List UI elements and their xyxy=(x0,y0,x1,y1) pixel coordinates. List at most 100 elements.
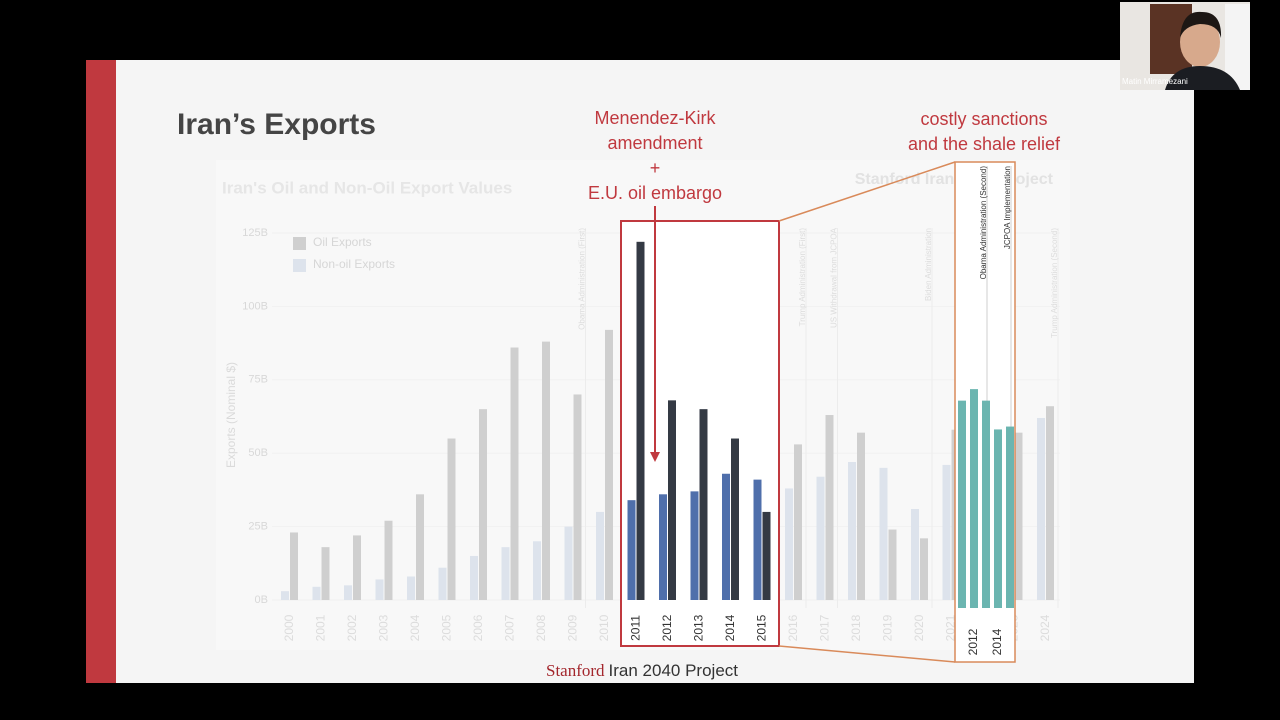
x-tick-label: 2009 xyxy=(566,614,580,641)
x-tick-label: 2024 xyxy=(1038,614,1052,641)
arrow-head xyxy=(650,452,660,462)
video-tile: Matin Mirramezani xyxy=(1120,2,1250,90)
zoom-connector xyxy=(778,161,956,222)
bar xyxy=(312,586,321,600)
legend-label: Oil Exports xyxy=(313,235,372,249)
bar xyxy=(321,547,330,600)
bar xyxy=(911,508,919,600)
bar xyxy=(1037,417,1045,600)
inset-bar xyxy=(1006,426,1014,608)
footer-brand: Stanford xyxy=(546,661,605,680)
event-label: Trump Administration (First) xyxy=(798,228,807,327)
inset-bar xyxy=(982,400,990,608)
y-tick-label: 125B xyxy=(242,227,268,239)
bar xyxy=(699,409,708,600)
bar xyxy=(879,467,888,600)
bar xyxy=(407,576,415,600)
annotation-text: costly sanctions xyxy=(920,109,1047,129)
event-label: US Withdrawal from JCPOA xyxy=(830,227,839,328)
annotations: Menendez-Kirk amendment + E.U. oil embargo c… xyxy=(588,108,1061,462)
x-tick-label: 2002 xyxy=(345,614,359,641)
bar xyxy=(825,415,834,600)
bar xyxy=(447,438,456,600)
bar xyxy=(564,526,573,600)
x-tick-label: 2010 xyxy=(597,614,611,641)
bar xyxy=(542,341,550,600)
event-label: Obama Administration (First) xyxy=(578,228,587,330)
bar xyxy=(416,494,424,600)
bar xyxy=(438,567,447,600)
x-tick-label: 2012 xyxy=(660,614,674,641)
x-tick-label: 2000 xyxy=(282,614,296,641)
bar xyxy=(668,400,676,600)
bar xyxy=(659,494,667,600)
annotation-text: and the shale relief xyxy=(908,134,1061,154)
x-tick-label: 2015 xyxy=(755,614,769,641)
bar xyxy=(857,432,865,600)
x-tick-label: 2014 xyxy=(723,614,737,641)
bar xyxy=(353,535,361,600)
footer-text: Iran 2040 Project xyxy=(609,661,739,680)
highlight-box xyxy=(620,220,780,647)
event-label: Obama Administration (Second) xyxy=(979,166,988,280)
x-tick-label: 2001 xyxy=(314,614,328,641)
slide-title: Iran’s Exports xyxy=(177,108,376,141)
zoom-connector xyxy=(778,645,956,663)
x-tick-label: 2013 xyxy=(692,614,706,641)
y-tick-label: 0B xyxy=(255,594,268,606)
participant-name: Matin Mirramezani xyxy=(1122,77,1188,86)
bar xyxy=(344,585,352,600)
x-tick-label: 2006 xyxy=(471,614,485,641)
bar xyxy=(375,579,384,600)
inset-bar xyxy=(994,429,1002,608)
legend-swatch xyxy=(293,237,306,250)
slide-stripe xyxy=(86,60,116,683)
hair xyxy=(1180,11,1222,38)
y-tick-label: 50B xyxy=(248,447,268,459)
bar xyxy=(470,555,478,600)
legend-label: Non-oil Exports xyxy=(313,257,395,271)
bar xyxy=(785,488,793,600)
bar xyxy=(510,347,519,600)
x-tick-label: 2005 xyxy=(440,614,454,641)
bar xyxy=(384,520,393,600)
inset-bar xyxy=(970,389,978,608)
face xyxy=(1180,17,1220,67)
x-tick-label: 2004 xyxy=(408,614,422,641)
y-tick-label: 100B xyxy=(242,300,268,312)
annotation-text: Menendez-Kirk xyxy=(594,108,716,128)
bar xyxy=(816,476,825,600)
bar xyxy=(281,591,289,600)
bar xyxy=(596,511,604,600)
legend-swatch xyxy=(293,259,306,272)
bar xyxy=(501,547,510,600)
x-tick-label: 2019 xyxy=(881,614,895,641)
bar xyxy=(942,464,951,600)
event-label: Biden Administration xyxy=(924,228,933,301)
body xyxy=(1165,66,1240,90)
bar xyxy=(920,538,928,600)
bar xyxy=(533,541,541,600)
annotation-text: E.U. oil embargo xyxy=(588,183,722,203)
inset-x-label: 2014 xyxy=(990,628,1004,655)
chart-title: Iran's Oil and Non-Oil Export Values xyxy=(222,178,512,197)
bar xyxy=(722,473,730,600)
bar xyxy=(794,444,802,600)
y-tick-label: 25B xyxy=(248,521,268,533)
bar xyxy=(753,479,762,600)
x-tick-label: 2017 xyxy=(818,614,832,641)
bar xyxy=(573,394,582,600)
x-tick-label: 2011 xyxy=(629,615,643,641)
y-tick-label: 75B xyxy=(248,374,268,386)
annotation-text: amendment xyxy=(607,133,702,153)
x-tick-label: 2003 xyxy=(377,614,391,641)
bar xyxy=(762,511,771,600)
bar xyxy=(627,500,636,600)
x-tick-label: 2018 xyxy=(849,614,863,641)
x-tick-label: 2007 xyxy=(503,614,517,641)
bar xyxy=(636,241,645,601)
x-tick-label: 2020 xyxy=(912,614,926,641)
bar xyxy=(1014,432,1023,600)
